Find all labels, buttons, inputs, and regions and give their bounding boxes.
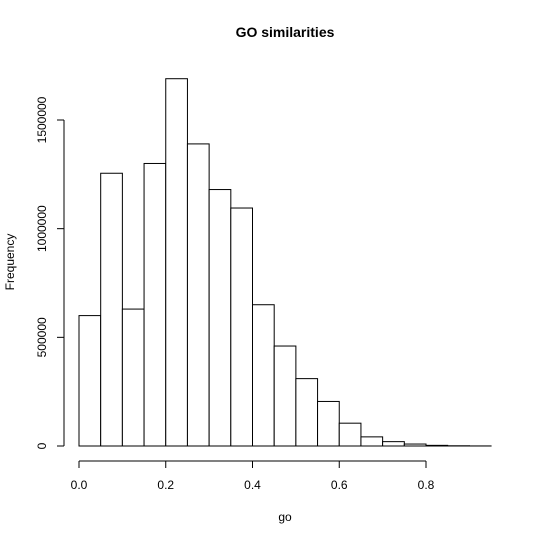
histogram-bar	[360, 436, 384, 447]
x-tick-label: 0.8	[418, 478, 435, 492]
histogram-bar	[403, 443, 427, 447]
bars-group	[78, 78, 492, 447]
y-tick-label: 500000	[35, 317, 49, 357]
histogram-bar	[143, 162, 167, 447]
chart-title: GO similarities	[236, 24, 335, 40]
histogram-bar	[425, 444, 449, 447]
x-tick-label: 0.0	[71, 478, 88, 492]
histogram-bar	[338, 422, 362, 447]
y-tick-label: 1500000	[35, 96, 49, 143]
x-axis: 0.0 0.2 0.4 0.6 0.8	[71, 460, 435, 492]
histogram-bar	[252, 304, 275, 447]
histogram-bar	[273, 345, 297, 447]
histogram-bar	[382, 441, 405, 447]
histogram-bar	[165, 78, 188, 447]
histogram-bar	[317, 400, 340, 447]
histogram-bar	[100, 172, 123, 447]
histogram-bar	[208, 189, 232, 447]
histogram-bar	[295, 378, 319, 447]
y-axis-label: Frequency	[3, 234, 17, 291]
x-tick-label: 0.2	[157, 478, 174, 492]
y-tick-label: 0	[35, 442, 49, 449]
histogram-bar	[186, 143, 210, 447]
x-tick-label: 0.4	[244, 478, 261, 492]
x-axis-label: go	[278, 510, 292, 524]
histogram-bar	[78, 315, 102, 447]
y-tick-label: 1000000	[35, 205, 49, 252]
y-axis: 0 500000 1000000 1500000	[35, 96, 65, 449]
histogram-bar	[230, 207, 253, 447]
histogram-bar	[121, 308, 145, 447]
x-tick-label: 0.6	[331, 478, 348, 492]
